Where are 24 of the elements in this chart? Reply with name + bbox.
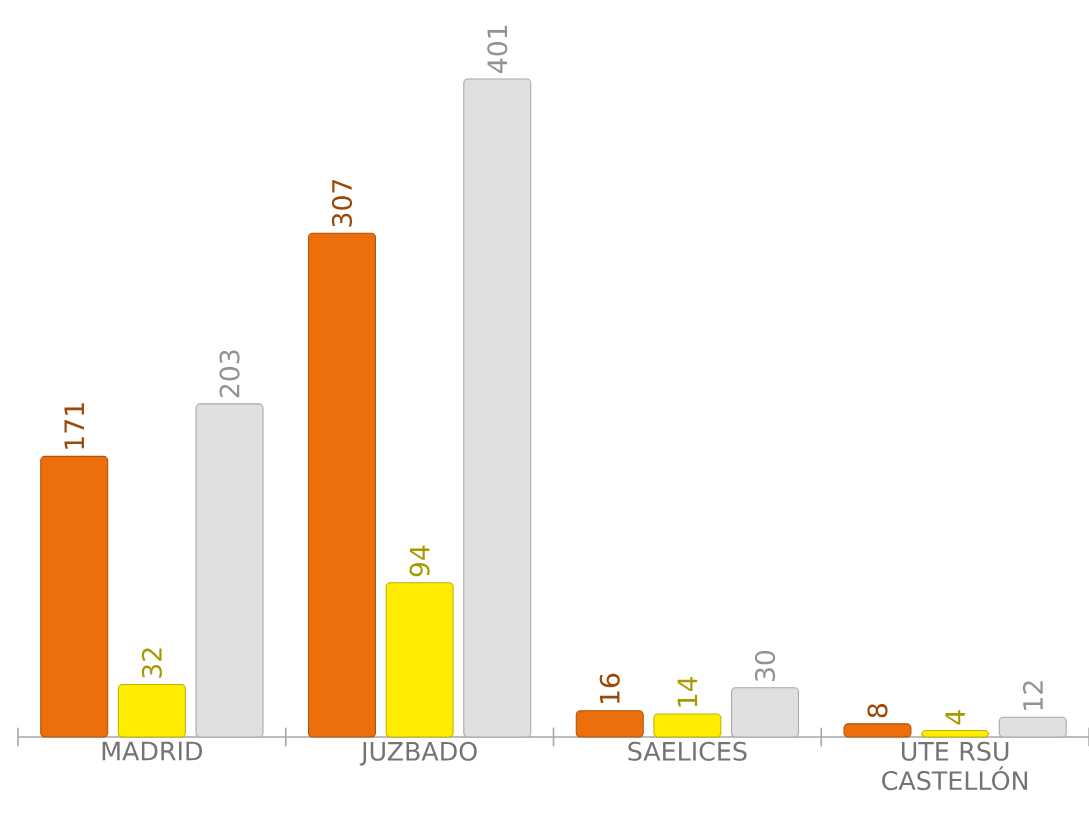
data-label: 307 — [331, 179, 353, 227]
bar — [40, 455, 109, 738]
data-label: 16 — [599, 673, 620, 704]
bar — [117, 683, 186, 738]
data-label: 32 — [141, 648, 162, 678]
bar — [653, 713, 722, 738]
bar — [843, 723, 912, 738]
data-label: 401 — [487, 25, 508, 73]
x-tick-label: MADRID — [102, 741, 203, 761]
bar — [921, 729, 990, 738]
data-label: 203 — [219, 350, 240, 398]
data-label: 171 — [64, 403, 84, 449]
data-label: 12 — [1022, 681, 1043, 710]
data-label: 14 — [677, 676, 698, 707]
data-label: 4 — [945, 710, 965, 725]
bar — [385, 582, 454, 738]
bar — [575, 710, 644, 738]
x-tick-label: UTE RSU CASTELLÓN — [882, 741, 1028, 791]
data-label: 94 — [409, 545, 430, 577]
x-tick-label: SAELICES — [628, 741, 747, 761]
bar — [307, 232, 376, 738]
data-label: 8 — [867, 704, 888, 718]
x-tick-label: JUZBADO — [359, 741, 477, 766]
data-label: 30 — [754, 650, 776, 682]
